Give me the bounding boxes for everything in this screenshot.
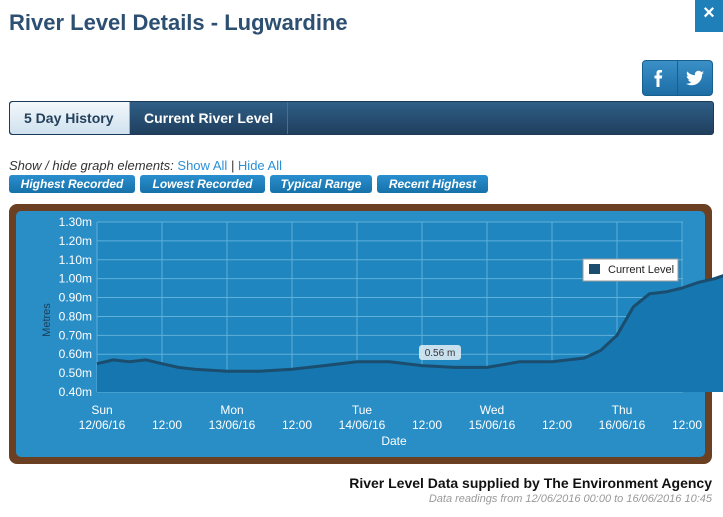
twitter-icon [686, 70, 704, 86]
x-tick-label: 13/06/16 [209, 418, 256, 432]
data-range: Data readings from 12/06/2016 00:00 to 1… [428, 493, 712, 505]
x-tick-label-day: Sun [91, 403, 112, 417]
legend-swatch [589, 264, 600, 274]
page-title: River Level Details - Lugwardine [9, 10, 348, 35]
x-tick-label-day: Tue [352, 403, 373, 417]
y-tick-label: 0.40m [59, 385, 92, 399]
x-axis-label: Date [381, 434, 407, 448]
lowest-recorded-button[interactable]: Lowest Recorded [140, 175, 265, 193]
x-tick-label: 12/06/16 [79, 418, 126, 432]
x-tick-label: 12:00 [672, 418, 702, 432]
point-annotation: 0.56 m [419, 345, 461, 360]
series-area-current-level [97, 275, 723, 392]
twitter-share-button[interactable] [677, 60, 713, 96]
legend-box [582, 258, 679, 282]
legend: Current Level [582, 258, 679, 282]
tab-5-day-history[interactable]: 5 Day History [10, 102, 130, 134]
highest-recorded-button[interactable]: Highest Recorded [9, 175, 135, 193]
x-tick-label: 12:00 [282, 418, 312, 432]
y-tick-label: 1.30m [59, 215, 92, 229]
typical-range-button[interactable]: Typical Range [270, 175, 372, 193]
facebook-icon [654, 70, 663, 87]
annotation-label: 0.56 m [425, 348, 456, 359]
controls-separator: | [230, 158, 235, 173]
annotation-box [419, 345, 461, 360]
hide-all-link[interactable]: Hide All [237, 158, 282, 173]
y-tick-label: 0.90m [59, 291, 92, 305]
graph-element-controls: Show / hide graph elements: Show All | H… [9, 158, 282, 173]
y-axis-label: Metres [41, 303, 53, 337]
y-tick-label: 0.50m [59, 366, 92, 380]
x-tick-label: 15/06/16 [469, 418, 516, 432]
show-all-link[interactable]: Show All [177, 158, 228, 173]
x-tick-label: 12:00 [542, 418, 572, 432]
y-tick-label: 1.10m [59, 253, 92, 267]
controls-prompt: Show / hide graph elements: [9, 158, 174, 173]
x-tick-label-day: Wed [480, 403, 504, 417]
tab-current-river-level[interactable]: Current River Level [130, 102, 289, 134]
recent-highest-button[interactable]: Recent Highest [377, 175, 488, 193]
y-tick-label: 0.70m [59, 328, 92, 342]
close-icon: × [703, 2, 715, 24]
y-tick-label: 1.20m [59, 234, 92, 248]
legend-label: Current Level [608, 264, 674, 276]
x-tick-label-day: Mon [220, 403, 243, 417]
y-tick-label: 1.00m [59, 272, 92, 286]
x-tick-label-day: Thu [612, 403, 633, 417]
x-tick-label: 16/06/16 [599, 418, 646, 432]
x-tick-label: 12:00 [152, 418, 182, 432]
x-tick-label: 12:00 [412, 418, 442, 432]
y-tick-label: 0.80m [59, 309, 92, 323]
x-tick-label: 14/06/16 [339, 418, 386, 432]
tab-bar: 5 Day History Current River Level [9, 101, 714, 135]
data-source: River Level Data supplied by The Environ… [349, 475, 712, 491]
close-button[interactable]: × [695, 0, 723, 32]
y-tick-label: 0.60m [59, 347, 92, 361]
